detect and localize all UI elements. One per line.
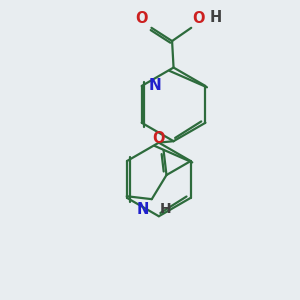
Text: O: O <box>135 11 148 26</box>
Text: O: O <box>152 131 164 146</box>
Text: N: N <box>136 202 149 217</box>
Text: O: O <box>193 11 205 26</box>
Text: N: N <box>148 79 161 94</box>
Text: H: H <box>209 11 222 26</box>
Text: H: H <box>160 202 172 215</box>
